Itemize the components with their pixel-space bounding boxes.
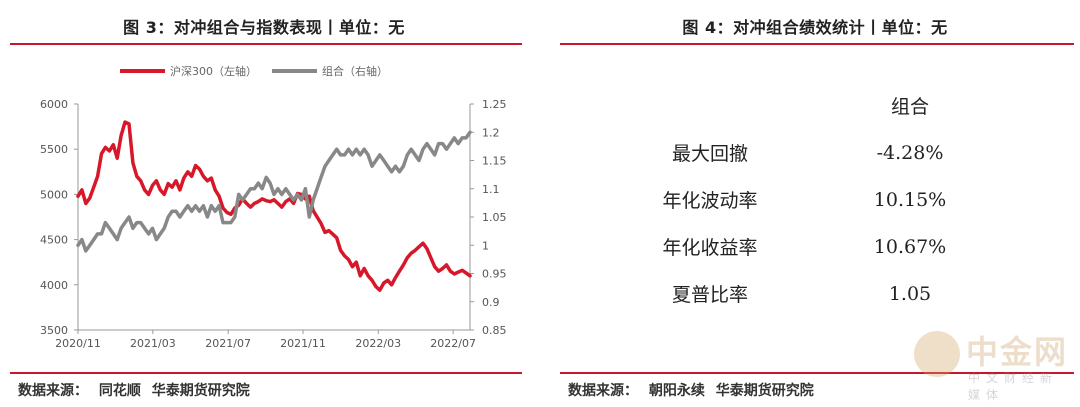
hedge-portfolio-line-chart: 沪深300（左轴） 组合（右轴） 3500 4000 4500 5000 5500 6000… <box>40 64 507 350</box>
metric-value: 10.67% <box>873 235 947 258</box>
metric-value: 1.05 <box>888 282 932 305</box>
right-title-rule <box>560 43 1074 45</box>
table-row: 夏普比率 1.05 <box>610 270 1010 317</box>
metric-label: 最大回撤 <box>671 143 748 165</box>
left-figure-panel: 图 3：对冲组合与指数表现丨单位：无 沪深300（左轴） 组合（右轴） 3500 4… <box>0 0 528 407</box>
right-source-rule <box>560 372 1074 374</box>
left-source-rule <box>10 372 522 374</box>
y-right-tick-label: 1.05 <box>482 211 507 224</box>
x-tick-label: 2022/07 <box>430 337 476 350</box>
y-left-tick-label: 3500 <box>40 324 68 337</box>
performance-stats-table: 组合 最大回撤 -4.28% 年化波动率 10.15% 年化收益率 10.67%… <box>610 82 1010 317</box>
metric-label: 年化收益率 <box>662 237 758 259</box>
watermark-subtext: 中文财经新媒体 <box>968 371 1059 402</box>
right-figure-title: 图 4：对冲组合绩效统计丨单位：无 <box>682 18 948 37</box>
left-source-label: 数据来源： <box>18 383 88 399</box>
left-title-rule <box>10 43 522 45</box>
table-row: 年化收益率 10.67% <box>610 223 1010 270</box>
cngold-logo-icon <box>914 331 960 377</box>
left-source-item: 同花顺 <box>98 383 141 399</box>
metric-value: 10.15% <box>873 188 947 211</box>
y-left-tick-label: 5500 <box>40 143 68 156</box>
left-source-item: 华泰期货研究院 <box>151 383 250 399</box>
y-left-tick-label: 6000 <box>40 98 68 111</box>
legend-label: 组合（右轴） <box>322 64 388 78</box>
right-source-item: 华泰期货研究院 <box>715 383 814 399</box>
legend-label: 沪深300（左轴） <box>170 64 257 78</box>
y-right-tick-label: 1.15 <box>482 155 507 168</box>
right-source-note: 数据来源： 朝阳永续 华泰期货研究院 <box>568 380 820 400</box>
y-right-tick-label: 0.95 <box>482 268 507 281</box>
x-tick-label: 2021/11 <box>280 337 326 350</box>
y-right-tick-label: 1.25 <box>482 98 507 111</box>
right-source-item: 朝阳永续 <box>648 383 705 399</box>
chart-axes: 3500 4000 4500 5000 5500 6000 0.85 0.9 0.95 1 1.05… <box>40 98 507 350</box>
chart-series-layer <box>76 120 472 292</box>
table-header-row: 组合 <box>610 82 1010 129</box>
y-left-tick-label: 4000 <box>40 279 68 292</box>
table-row: 最大回撤 -4.28% <box>610 129 1010 176</box>
watermark-text: 中金网 <box>966 333 1069 371</box>
y-right-tick-label: 0.9 <box>482 296 500 309</box>
x-tick-label: 2021/07 <box>205 337 251 350</box>
series-line-portfolio <box>76 130 472 253</box>
chart-legend: 沪深300（左轴） 组合（右轴） <box>120 64 388 78</box>
metric-value: -4.28% <box>876 141 944 164</box>
y-right-tick-label: 1.1 <box>482 183 500 196</box>
left-source-note: 数据来源： 同花顺 华泰期货研究院 <box>18 380 256 400</box>
series-line-csi300 <box>76 120 472 292</box>
left-figure-title: 图 3：对冲组合与指数表现丨单位：无 <box>123 18 405 37</box>
y-right-tick-label: 0.85 <box>482 324 507 337</box>
cngold-watermark: 中金网 中文财经新媒体 <box>914 327 1074 402</box>
y-left-tick-label: 4500 <box>40 234 68 247</box>
x-tick-label: 2020/11 <box>55 337 101 350</box>
table-header-blank <box>610 82 810 129</box>
table-column-header: 组合 <box>890 96 929 118</box>
y-right-tick-label: 1 <box>482 239 489 252</box>
right-source-label: 数据来源： <box>568 383 638 399</box>
x-tick-label: 2022/03 <box>355 337 401 350</box>
table-row: 年化波动率 10.15% <box>610 176 1010 223</box>
metric-label: 夏普比率 <box>671 284 748 306</box>
right-figure-panel: 图 4：对冲组合绩效统计丨单位：无 组合 最大回撤 -4.28% 年化波动率 1… <box>550 0 1080 407</box>
x-tick-label: 2021/03 <box>130 337 176 350</box>
metric-label: 年化波动率 <box>662 190 758 212</box>
y-right-tick-label: 1.2 <box>482 126 500 139</box>
y-left-tick-label: 5000 <box>40 188 68 201</box>
